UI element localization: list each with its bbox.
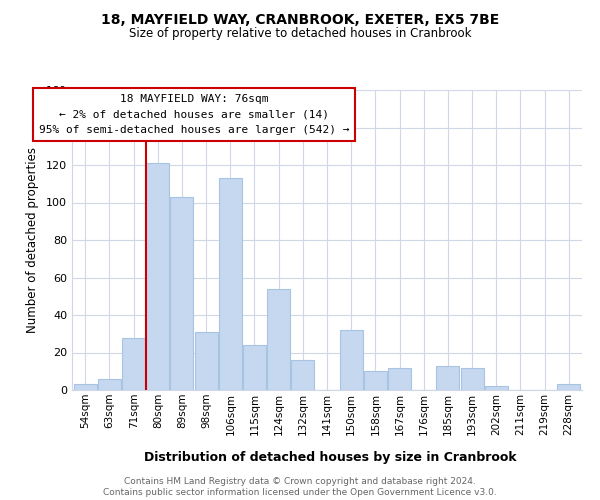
Bar — [243, 345, 266, 390]
Text: Size of property relative to detached houses in Cranbrook: Size of property relative to detached ho… — [129, 28, 471, 40]
Bar — [292, 360, 314, 390]
Bar — [267, 289, 290, 390]
Text: 18, MAYFIELD WAY, CRANBROOK, EXETER, EX5 7BE: 18, MAYFIELD WAY, CRANBROOK, EXETER, EX5… — [101, 12, 499, 26]
Bar — [364, 371, 387, 390]
Bar — [436, 366, 460, 390]
Bar — [170, 197, 193, 390]
Bar — [388, 368, 411, 390]
Bar — [194, 332, 218, 390]
Bar — [485, 386, 508, 390]
Bar — [98, 379, 121, 390]
Text: Contains public sector information licensed under the Open Government Licence v3: Contains public sector information licen… — [103, 488, 497, 497]
Bar — [557, 384, 580, 390]
Bar — [461, 368, 484, 390]
Text: Distribution of detached houses by size in Cranbrook: Distribution of detached houses by size … — [143, 451, 517, 464]
Bar — [122, 338, 145, 390]
Text: Contains HM Land Registry data © Crown copyright and database right 2024.: Contains HM Land Registry data © Crown c… — [124, 476, 476, 486]
Y-axis label: Number of detached properties: Number of detached properties — [26, 147, 39, 333]
Bar — [219, 178, 242, 390]
Text: 18 MAYFIELD WAY: 76sqm
← 2% of detached houses are smaller (14)
95% of semi-deta: 18 MAYFIELD WAY: 76sqm ← 2% of detached … — [39, 94, 349, 135]
Bar — [146, 163, 169, 390]
Bar — [340, 330, 362, 390]
Bar — [74, 384, 97, 390]
